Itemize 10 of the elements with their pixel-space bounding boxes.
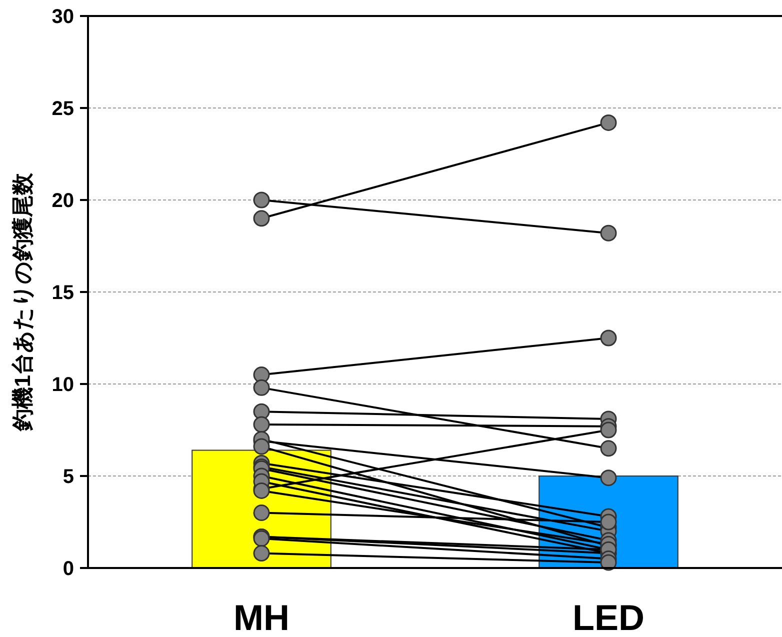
y-tick-label: 25 xyxy=(52,98,74,120)
y-tick-label: 10 xyxy=(52,374,74,396)
y-tick-label: 20 xyxy=(52,190,74,212)
y-tick-label: 0 xyxy=(62,558,74,580)
y-tick-label: 15 xyxy=(52,282,74,304)
x-tick-label: LED xyxy=(572,597,644,637)
x-tick-label: MH xyxy=(234,597,290,637)
y-tick-label: 5 xyxy=(62,466,74,488)
y-tick-label: 30 xyxy=(52,6,74,28)
y-axis-title: 釣機1台あたりの釣獲尾数 xyxy=(10,172,35,432)
